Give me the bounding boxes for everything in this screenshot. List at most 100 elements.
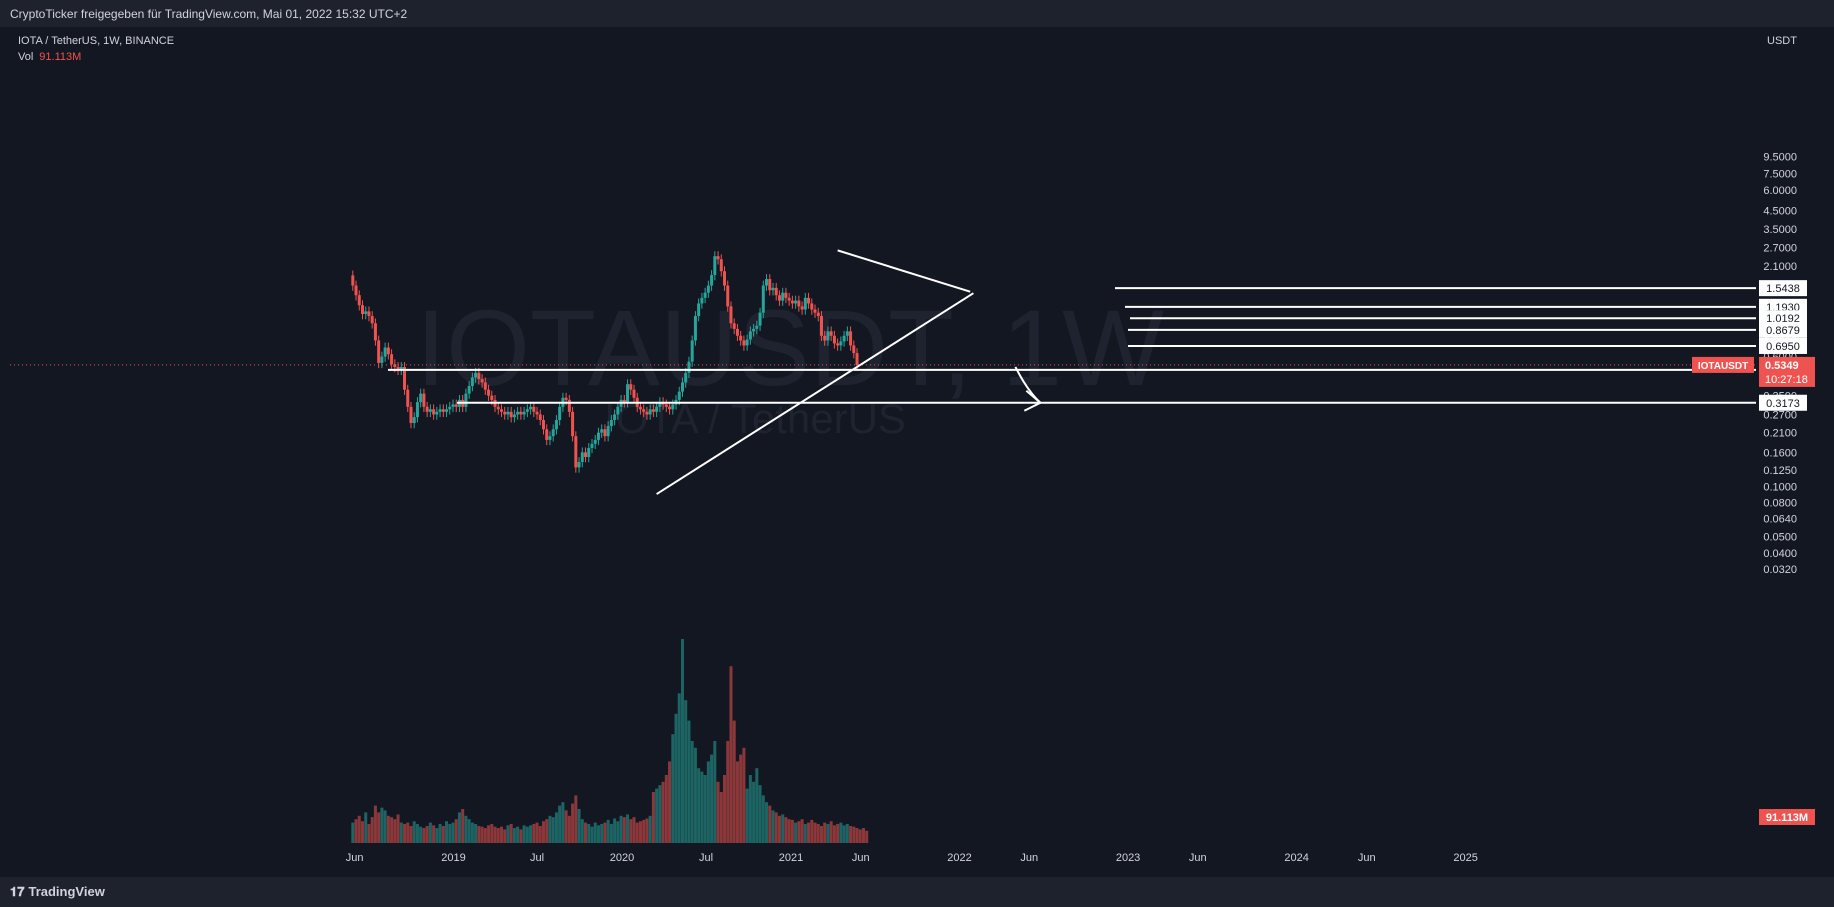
volume-bar xyxy=(354,819,358,843)
candle-body xyxy=(532,406,536,412)
volume-bar xyxy=(661,781,665,843)
candle-body xyxy=(516,411,520,415)
volume-bar xyxy=(729,666,733,843)
level-label: 0.3173 xyxy=(1766,398,1800,410)
candle-body xyxy=(593,439,597,444)
volume-bar xyxy=(781,814,785,843)
candle-body xyxy=(632,389,636,398)
candle-body xyxy=(716,256,720,260)
candle-body xyxy=(522,411,526,415)
volume-bar xyxy=(726,741,730,843)
volume-bar xyxy=(858,829,862,843)
volume-bar xyxy=(810,819,814,843)
candle-body xyxy=(577,462,581,468)
candle-body xyxy=(648,409,652,415)
volume-bar xyxy=(836,823,840,843)
candle-body xyxy=(506,411,510,415)
volume-bar xyxy=(487,825,491,843)
volume-bar xyxy=(697,768,701,843)
x-tick-label: Jul xyxy=(699,852,713,864)
volume-bar xyxy=(525,826,529,843)
volume-bar xyxy=(619,815,623,843)
candle-body xyxy=(548,436,552,440)
level-label: 0.8679 xyxy=(1766,325,1800,337)
volume-bar xyxy=(684,700,688,843)
candle-body xyxy=(713,256,717,276)
candle-body xyxy=(409,406,413,423)
volume-bar xyxy=(574,795,578,843)
volume-bar xyxy=(367,823,371,843)
volume-bar xyxy=(551,817,555,843)
volume-bar xyxy=(755,768,759,843)
legend: IOTA / TetherUS, 1W, BINANCE Vol 91.113M xyxy=(18,35,174,67)
y-tick-label: 0.0640 xyxy=(1763,514,1797,526)
volume-bar xyxy=(477,826,481,843)
y-tick-label: 0.1250 xyxy=(1763,465,1797,477)
volume-bar xyxy=(613,818,617,843)
volume-bar xyxy=(567,815,571,843)
candle-body xyxy=(370,316,374,324)
volume-bar xyxy=(596,825,600,843)
bottom-bar xyxy=(0,877,1834,907)
tradingview-logo[interactable]: 𝟏𝟕 TradingView xyxy=(10,884,105,900)
volume-bar xyxy=(658,785,662,843)
candle-body xyxy=(706,285,710,293)
y-tick-label: 0.1000 xyxy=(1763,481,1797,493)
candle-body xyxy=(813,309,817,313)
volume-bar xyxy=(509,823,513,843)
candle-body xyxy=(732,323,736,329)
volume-bar xyxy=(826,823,830,843)
volume-bar xyxy=(532,823,536,843)
trendline-descending-resistance[interactable] xyxy=(837,249,971,293)
x-tick-label: 2019 xyxy=(441,852,465,864)
x-tick-label: Jun xyxy=(1358,852,1376,864)
candle-body xyxy=(742,340,746,346)
candle-body xyxy=(386,347,390,355)
candle-body xyxy=(519,411,523,415)
volume-bar xyxy=(506,825,510,843)
level-label-box xyxy=(1759,394,1807,411)
volume-bar xyxy=(584,822,588,843)
candle-body xyxy=(626,384,630,403)
volume-bar xyxy=(480,826,484,843)
legend-volume[interactable]: Vol 91.113M xyxy=(18,51,174,67)
candle-body xyxy=(613,414,617,421)
volume-bar xyxy=(503,829,507,843)
volume-bar xyxy=(632,817,636,843)
volume-bar xyxy=(522,825,526,843)
candle-body xyxy=(836,343,840,346)
chart-area[interactable] xyxy=(10,27,1758,877)
volume-bar xyxy=(377,812,381,843)
x-tick-label: Jun xyxy=(1189,852,1207,864)
candle-body xyxy=(451,404,455,407)
x-tick-label: 2021 xyxy=(779,852,803,864)
candle-body xyxy=(364,311,368,315)
candle-body xyxy=(474,372,478,378)
legend-symbol[interactable]: IOTA / TetherUS, 1W, BINANCE xyxy=(18,35,175,47)
candle-body xyxy=(616,406,620,415)
candle-body xyxy=(794,300,798,304)
volume-bar xyxy=(616,821,620,843)
candle-body xyxy=(735,328,739,336)
candle-body xyxy=(745,339,749,346)
volume-bar xyxy=(765,802,769,843)
candle-body xyxy=(380,356,384,363)
volume-bar xyxy=(425,826,429,843)
volume-bar xyxy=(474,823,478,843)
candle-body xyxy=(499,409,503,412)
candle-body xyxy=(642,409,646,412)
volume-bar xyxy=(784,817,788,843)
volume-bar xyxy=(496,828,500,843)
price-axis[interactable] xyxy=(1758,27,1834,907)
candle-body xyxy=(629,384,633,390)
volume-bar xyxy=(558,805,562,843)
volume-bar xyxy=(803,823,807,843)
candle-body xyxy=(700,297,704,304)
volume-bar xyxy=(813,822,817,843)
volume-tag-box xyxy=(1759,809,1815,825)
trendline-ascending-support[interactable] xyxy=(656,292,974,495)
volume-bar xyxy=(467,819,471,843)
volume-bar xyxy=(845,823,849,843)
candle-body xyxy=(480,379,484,383)
volume-bar xyxy=(671,734,675,843)
